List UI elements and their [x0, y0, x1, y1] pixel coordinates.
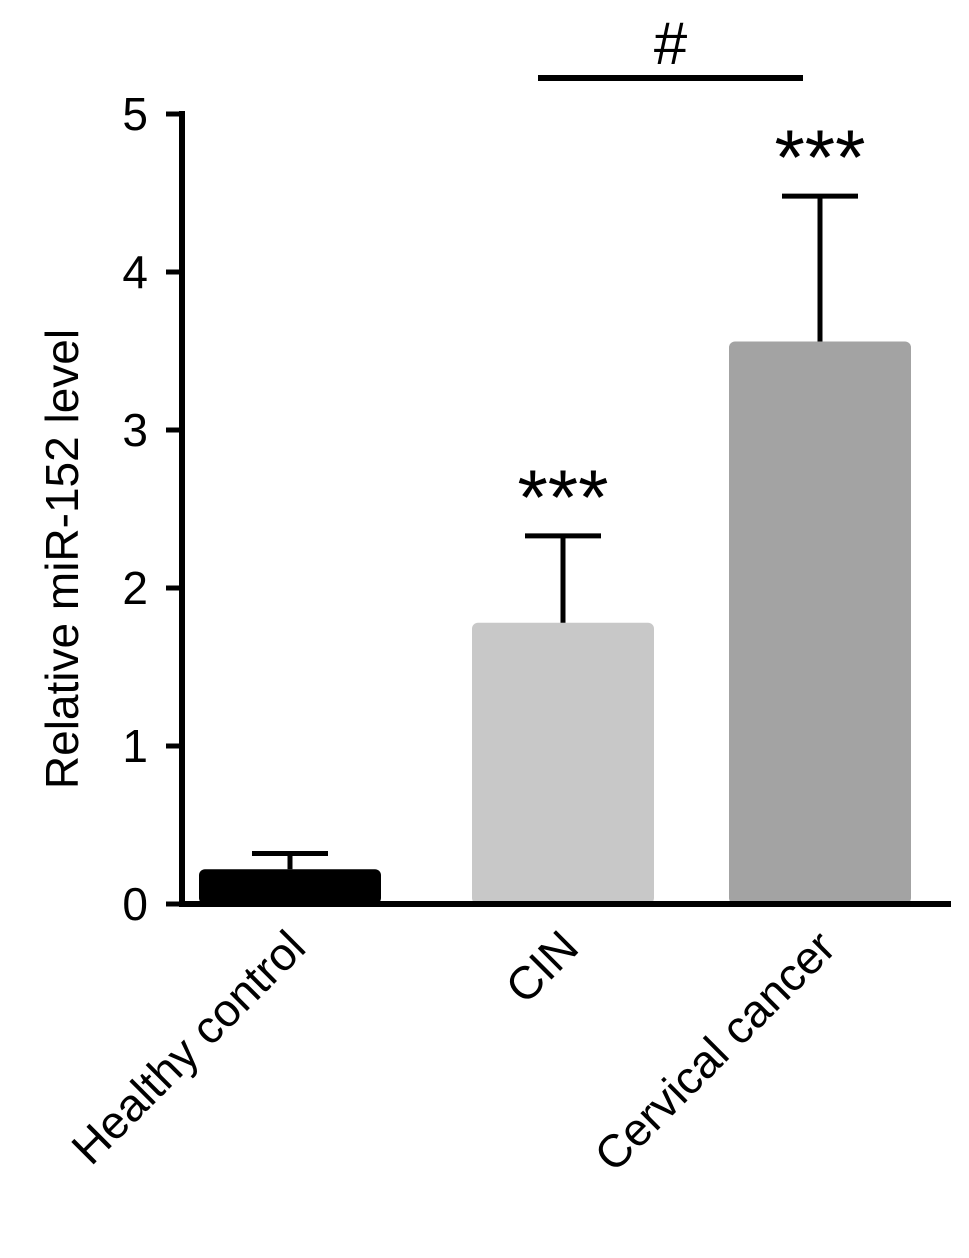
bar-healthy-control	[199, 869, 381, 904]
y-tick-label: 5	[122, 88, 148, 140]
y-tick-label: 2	[122, 562, 148, 614]
y-tick-label: 3	[122, 404, 148, 456]
comparison-label: #	[654, 10, 688, 77]
y-axis-title: Relative miR-152 level	[36, 329, 88, 789]
significance-label: ***	[774, 113, 865, 201]
bar-cervical-cancer	[729, 341, 911, 904]
bar-cin	[472, 622, 654, 904]
error-bars-layer	[252, 193, 858, 870]
y-tick-label: 4	[122, 246, 148, 298]
significance-layer: *** *** #	[517, 10, 865, 541]
y-tick-label: 1	[122, 720, 148, 772]
x-category-label: Healthy control	[61, 920, 315, 1174]
bars-layer	[199, 341, 911, 904]
axes-layer	[179, 111, 951, 907]
y-tick-label: 0	[122, 878, 148, 930]
y-ticks-layer: 0 1 2 3 4 5	[122, 88, 182, 930]
x-category-label: CIN	[495, 920, 588, 1013]
significance-label: ***	[517, 453, 608, 541]
x-category-label: Cervical cancer	[584, 920, 845, 1181]
